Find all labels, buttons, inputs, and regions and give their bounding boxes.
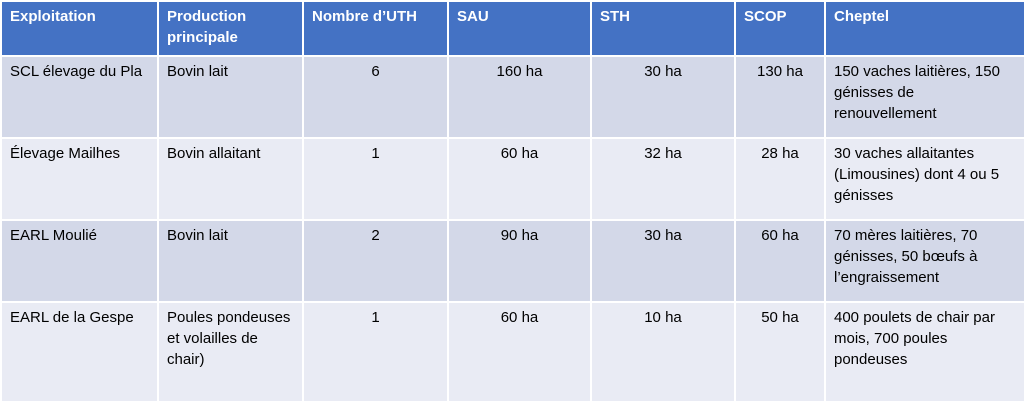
cell-cheptel: 70 mères laitières, 70 génisses, 50 bœuf… <box>824 219 1024 303</box>
cell-exploitation: EARL Moulié <box>0 219 159 303</box>
cell-production: Bovin lait <box>157 55 304 139</box>
cell-uth: 1 <box>302 137 449 221</box>
cell-sth: 30 ha <box>590 219 736 303</box>
cell-sau: 60 ha <box>447 137 592 221</box>
cell-sau: 60 ha <box>447 301 592 403</box>
cell-sth: 30 ha <box>590 55 736 139</box>
table-row: EARL de la Gespe Poules pondeuses et vol… <box>0 301 1024 403</box>
cell-uth: 1 <box>302 301 449 403</box>
cell-sau: 160 ha <box>447 55 592 139</box>
header-exploitation: Exploitation <box>0 0 159 57</box>
cell-cheptel: 400 poulets de chair par mois, 700 poule… <box>824 301 1024 403</box>
header-scop: SCOP <box>734 0 826 57</box>
cell-sau: 90 ha <box>447 219 592 303</box>
cell-production: Poules pondeuses et volailles de chair) <box>157 301 304 403</box>
cell-sth: 10 ha <box>590 301 736 403</box>
cell-uth: 2 <box>302 219 449 303</box>
header-sau: SAU <box>447 0 592 57</box>
header-row: Exploitation Production principale Nombr… <box>0 0 1024 57</box>
cell-exploitation: Élevage Mailhes <box>0 137 159 221</box>
table-row: Élevage Mailhes Bovin allaitant 1 60 ha … <box>0 137 1024 221</box>
cell-scop: 130 ha <box>734 55 826 139</box>
header-sth: STH <box>590 0 736 57</box>
header-cheptel: Cheptel <box>824 0 1024 57</box>
table-row: SCL élevage du Pla Bovin lait 6 160 ha 3… <box>0 55 1024 139</box>
cell-production: Bovin lait <box>157 219 304 303</box>
cell-cheptel: 30 vaches allaitantes (Limousines) dont … <box>824 137 1024 221</box>
table-row: EARL Moulié Bovin lait 2 90 ha 30 ha 60 … <box>0 219 1024 303</box>
cell-uth: 6 <box>302 55 449 139</box>
header-nombre-uth: Nombre d’UTH <box>302 0 449 57</box>
cell-scop: 60 ha <box>734 219 826 303</box>
cell-exploitation: SCL élevage du Pla <box>0 55 159 139</box>
cell-cheptel: 150 vaches laitières, 150 génisses de re… <box>824 55 1024 139</box>
cell-production: Bovin allaitant <box>157 137 304 221</box>
cell-scop: 50 ha <box>734 301 826 403</box>
cell-exploitation: EARL de la Gespe <box>0 301 159 403</box>
cell-scop: 28 ha <box>734 137 826 221</box>
cell-sth: 32 ha <box>590 137 736 221</box>
header-production-principale: Production principale <box>157 0 304 57</box>
